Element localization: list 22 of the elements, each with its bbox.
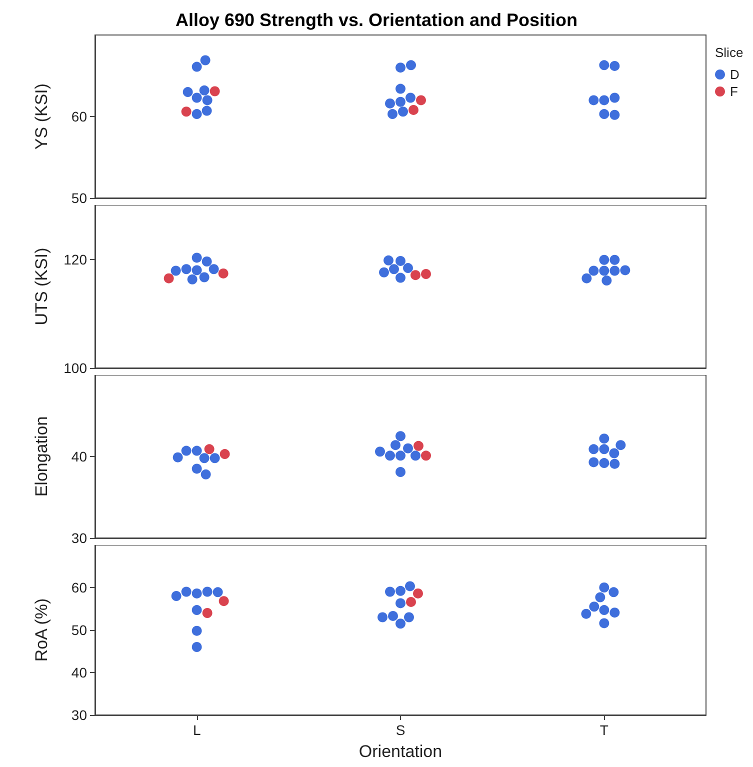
y-axis-title: Elongation xyxy=(32,416,51,497)
y-tick-label: 50 xyxy=(71,190,88,206)
y-axis-title: UTS (KSI) xyxy=(32,248,51,326)
y-tick-label: 100 xyxy=(64,360,88,376)
legend-label: F xyxy=(730,84,738,99)
y-tick-label: 50 xyxy=(71,622,88,638)
chart-title: Alloy 690 Strength vs. Orientation and Position xyxy=(175,10,578,30)
y-axis-title: RoA (%) xyxy=(32,598,51,662)
y-tick-label: 60 xyxy=(71,108,88,124)
y-tick-label: 30 xyxy=(71,530,88,546)
x-axis-title: Orientation xyxy=(358,742,442,761)
y-tick-label: 120 xyxy=(64,251,88,268)
y-tick-label: 40 xyxy=(71,448,88,464)
legend-label: D xyxy=(730,67,740,82)
y-tick-label: 30 xyxy=(71,707,88,723)
y-tick-label: 40 xyxy=(71,664,88,680)
legend-title: Slice xyxy=(715,45,744,60)
x-tick-label: S xyxy=(396,722,406,738)
y-tick-label: 60 xyxy=(71,580,88,596)
y-axis-title: YS (KSI) xyxy=(32,83,51,150)
x-tick-label: T xyxy=(600,722,609,738)
x-tick-label: L xyxy=(192,722,201,738)
